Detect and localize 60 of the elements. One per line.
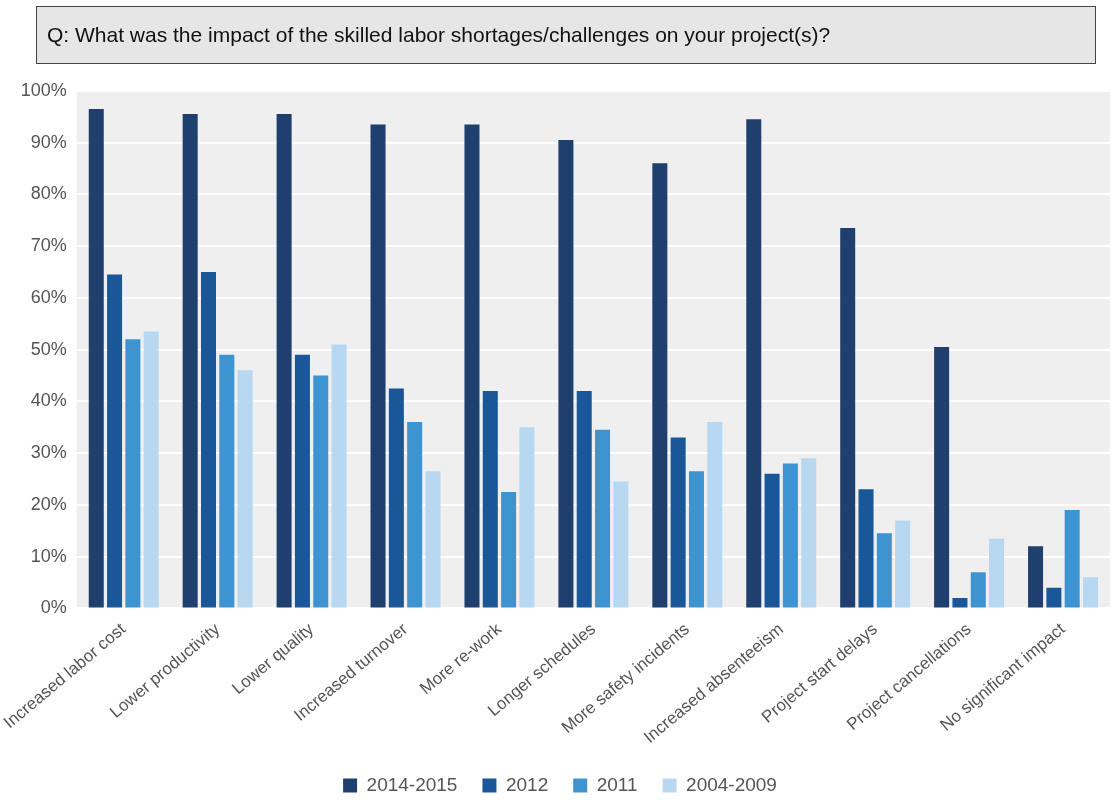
bar: [388, 388, 404, 608]
bar: [707, 422, 723, 608]
y-tick-label: 100%: [20, 79, 67, 100]
bar: [519, 427, 535, 608]
legend-label: 2011: [596, 773, 638, 795]
legend-label: 2012: [505, 773, 549, 795]
bar: [576, 391, 592, 608]
bar: [294, 354, 310, 608]
bar: [1028, 546, 1044, 608]
y-tick-label: 40%: [30, 390, 67, 411]
bar: [989, 538, 1005, 608]
chart-title: Q: What was the impact of the skilled labor shortages/challenges on your project(s)?: [36, 6, 1096, 64]
y-tick-label: 80%: [30, 183, 67, 204]
bar: [125, 339, 141, 608]
bar: [652, 163, 668, 608]
bar: [613, 481, 629, 608]
bar: [219, 354, 235, 608]
bar: [107, 274, 123, 608]
bar: [934, 347, 950, 608]
bar: [482, 391, 498, 608]
bar: [858, 489, 874, 608]
bar: [88, 108, 104, 608]
bar: [746, 119, 762, 608]
y-tick-label: 60%: [30, 286, 67, 307]
bar: [1046, 587, 1062, 608]
bar: [895, 520, 911, 608]
bar: [764, 473, 780, 608]
y-tick-label: 90%: [30, 131, 67, 152]
bar: [670, 437, 686, 608]
bar: [276, 114, 292, 608]
bar: [313, 375, 329, 608]
y-tick-label: 20%: [30, 493, 67, 514]
legend-label: 2014-2015: [366, 773, 458, 795]
bar: [970, 572, 986, 608]
bar: [840, 227, 856, 608]
bar: [952, 598, 968, 608]
bar: [782, 463, 798, 608]
bar: [143, 331, 159, 608]
legend-label: 2004-2009: [686, 773, 777, 795]
bar: [200, 271, 217, 608]
y-tick-label: 70%: [30, 235, 67, 256]
y-tick-label: 10%: [30, 545, 67, 566]
bar: [407, 422, 423, 608]
bar: [425, 471, 441, 608]
bar: [1083, 577, 1099, 608]
bar: [801, 458, 817, 608]
y-tick-label: 0%: [40, 597, 67, 618]
bar: [370, 124, 386, 608]
bar: [237, 370, 253, 608]
y-tick-label: 30%: [30, 442, 67, 463]
bar: [501, 491, 517, 608]
bar: [558, 139, 574, 608]
bar: [595, 429, 611, 608]
bar: [182, 114, 198, 608]
bar: [331, 344, 347, 608]
bar: [876, 533, 892, 608]
y-tick-label: 50%: [30, 338, 67, 359]
bar: [688, 471, 704, 608]
bar: [464, 124, 480, 608]
bar: [1064, 510, 1080, 608]
